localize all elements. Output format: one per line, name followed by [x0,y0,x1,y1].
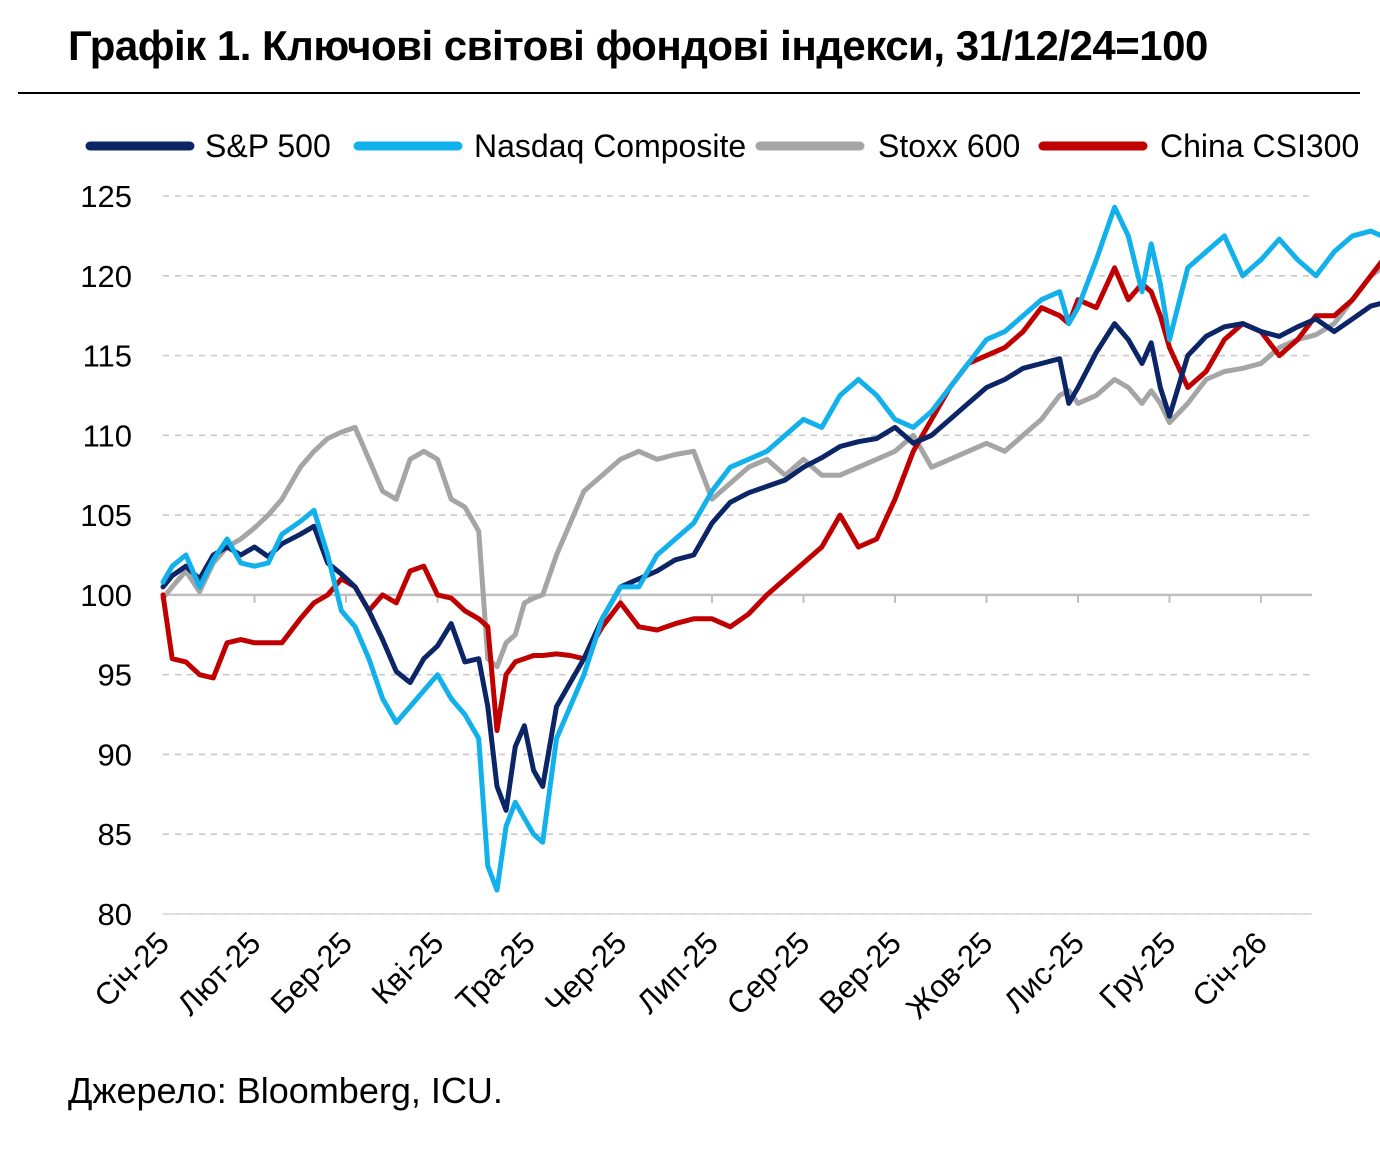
x-tick-label: Лип-25 [630,925,725,1020]
x-tick-label: Сер-25 [720,925,817,1022]
y-tick-label: 80 [98,897,132,932]
y-tick-label: 100 [80,578,132,613]
series-line-nasdaq-composite [160,204,1380,893]
gridlines [163,195,1312,915]
y-tick-label: 85 [98,817,132,852]
y-tick-label: 110 [83,418,132,453]
legend: S&P 500 Nasdaq Composite Stoxx 600 China CS… [85,128,1359,164]
y-tick-label: 105 [80,498,132,533]
source-note: Джерело: Bloomberg, ICU. [68,1070,503,1111]
y-tick-label: 125 [80,179,132,214]
series-lines [160,204,1380,893]
y-tick-label: 115 [83,339,132,374]
legend-label: China CSI300 [1160,128,1359,164]
series-line-s-p-500 [160,301,1380,813]
series-line-stoxx-600 [160,266,1380,670]
legend-label: Nasdaq Composite [474,128,746,164]
title-divider [18,92,1360,94]
x-tick-label: Жов-25 [899,925,999,1025]
legend-label: Stoxx 600 [878,128,1020,164]
series-line-china-csi300 [160,259,1380,733]
x-tick-label: Гру-25 [1092,925,1182,1015]
x-tick-label: Лис-25 [997,925,1091,1019]
x-tick-label: Тра-25 [449,925,542,1018]
x-tick-label: Чер-25 [538,925,633,1020]
y-tick-label: 95 [98,658,132,693]
x-tick-label: Січ-26 [1185,925,1274,1014]
x-tick-label: Лют-25 [171,925,268,1022]
x-tick-label: Бер-25 [264,925,359,1020]
line-chart: S&P 500 Nasdaq Composite Stoxx 600 China CS… [80,128,1380,1025]
y-tick-label: 90 [98,737,132,772]
y-axis: 80 85 90 95 100 105 110 115 120 125 [80,179,132,932]
y-tick-label: 120 [80,259,132,294]
x-tick-label: Кві-25 [365,925,451,1011]
x-tick-label: Січ-25 [87,925,176,1014]
legend-label: S&P 500 [205,128,331,164]
chart-title: Графік 1. Ключові світові фондові індекс… [68,22,1208,69]
x-tick-label: Вер-25 [813,925,908,1020]
